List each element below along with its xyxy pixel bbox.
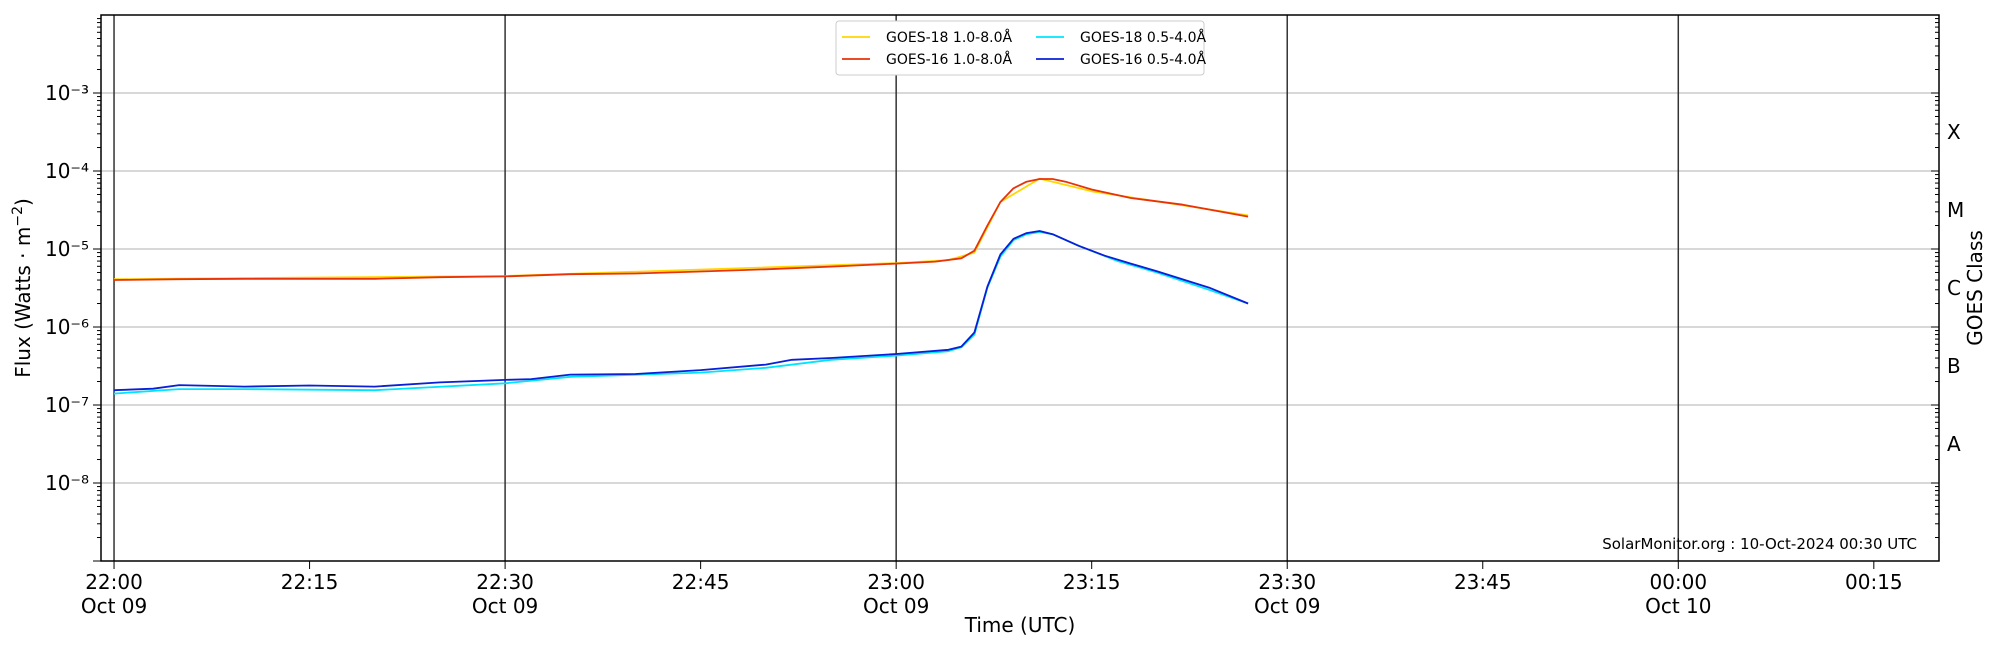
legend-entry-label: GOES-16 1.0-8.0Å [886, 51, 1012, 68]
goes-class-label: C [1947, 276, 1961, 300]
y-axis-title: Flux (Watts · m−2) [10, 198, 35, 378]
x-tick-label: 23:45 [1454, 570, 1512, 594]
x-tick-date-label: Oct 10 [1645, 594, 1711, 618]
y-tick-label: 10⁻⁷ [45, 393, 89, 417]
x-axis-title: Time (UTC) [964, 613, 1076, 637]
legend-entry-label: GOES-18 1.0-8.0Å [886, 29, 1012, 46]
goes-class-axis-title: GOES Class [1963, 230, 1987, 346]
x-tick-date-label: Oct 09 [1254, 594, 1320, 618]
y-tick-label: 10⁻⁶ [45, 315, 89, 339]
x-tick-date-label: Oct 09 [472, 594, 538, 618]
source-annotation: SolarMonitor.org : 10-Oct-2024 00:30 UTC [1602, 535, 1917, 553]
y-tick-label: 10⁻⁴ [45, 159, 89, 183]
series-layer [113, 177, 1249, 395]
y-tick-label: 10⁻⁸ [45, 471, 89, 495]
y-axis-title-exponent: −2 [10, 206, 26, 227]
legend: GOES-18 1.0-8.0Å GOES-18 0.5-4.0Å GOES-16 … [835, 20, 1206, 76]
series-line-goes-18-1-0-8-0- [113, 177, 1249, 281]
y-tick-label: 10⁻³ [45, 81, 89, 105]
x-tick-label: 23:00 [867, 570, 925, 594]
goes-class-label: A [1947, 432, 1961, 456]
x-tick-label: 22:00 [85, 570, 143, 594]
ticks-layer [93, 18, 1939, 569]
series-line-goes-16-0-5-4-0- [113, 230, 1249, 392]
goes-class-label: X [1947, 120, 1961, 144]
vertical-time-lines [113, 15, 1680, 561]
x-tick-label: 23:15 [1063, 570, 1121, 594]
x-tick-label: 00:00 [1649, 570, 1707, 594]
x-tick-label: 22:15 [281, 570, 339, 594]
x-tick-date-label: Oct 09 [863, 594, 929, 618]
x-tick-date-label: Oct 09 [81, 594, 147, 618]
legend-entry-label: GOES-16 0.5-4.0Å [1080, 51, 1206, 68]
legend-box [835, 20, 1205, 76]
plot-frame [100, 14, 1940, 562]
series-line-goes-18-0-5-4-0- [113, 231, 1249, 395]
x-tick-label: 00:15 [1845, 570, 1903, 594]
y-axis-title-close: ) [11, 198, 35, 206]
goes-class-label: M [1947, 198, 1964, 222]
y-tick-label: 10⁻⁵ [45, 237, 89, 261]
legend-entry-label: GOES-18 0.5-4.0Å [1080, 29, 1206, 46]
series-line-goes-16-1-0-8-0- [113, 178, 1249, 281]
x-tick-label: 23:30 [1258, 570, 1316, 594]
grid-layer [101, 92, 1939, 484]
goes-class-label: B [1947, 354, 1961, 378]
x-tick-label: 22:45 [672, 570, 730, 594]
x-tick-label: 22:30 [476, 570, 534, 594]
y-axis-title-text: Flux (Watts · m [11, 227, 35, 378]
